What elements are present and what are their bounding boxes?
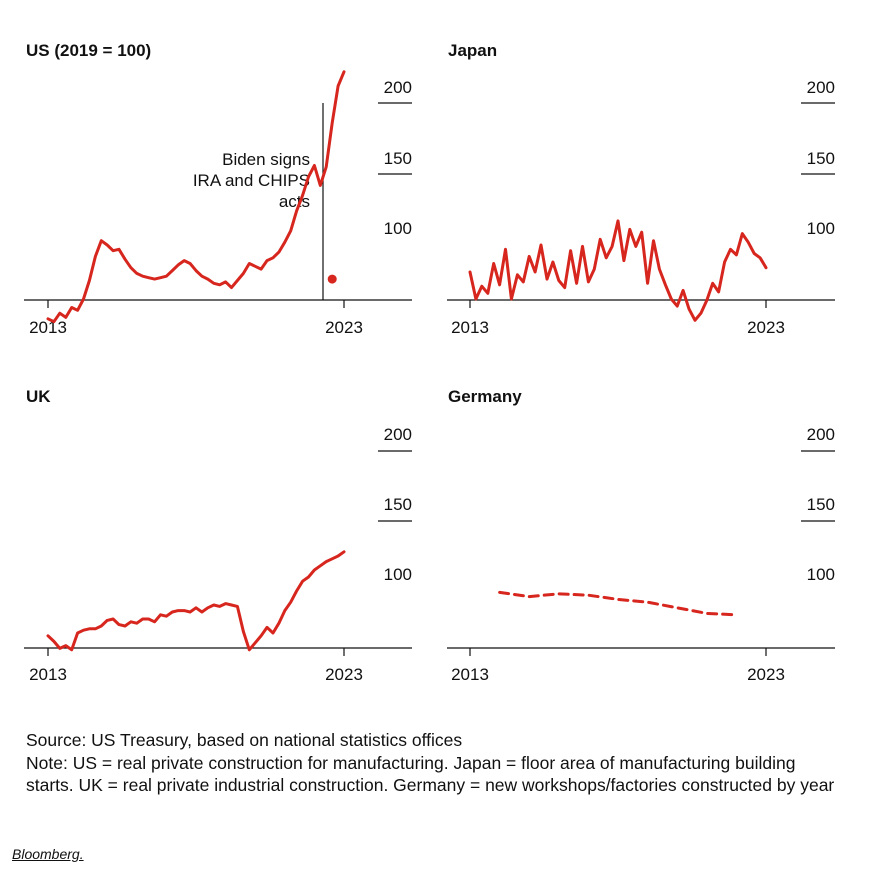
series-line-uk xyxy=(46,550,346,652)
y-tick-200-us: 200 xyxy=(384,78,412,97)
panel-us: US (2019 = 100) 200 150 100 2013 2023 Bi… xyxy=(24,41,412,337)
x-tick-2023-germany: 2023 xyxy=(747,665,785,684)
series-line-us xyxy=(46,70,346,324)
x-tick-2023-us: 2023 xyxy=(325,318,363,337)
panel-uk: UK 200 150 100 2013 2023 xyxy=(24,387,412,684)
series-line-germany xyxy=(498,590,738,617)
chart-grid: US (2019 = 100) 200 150 100 2013 2023 Bi… xyxy=(24,41,835,684)
panel-title-uk: UK xyxy=(26,387,51,406)
panel-title-us: US (2019 = 100) xyxy=(26,41,151,60)
annotation-line-2: IRA and CHIPS xyxy=(193,171,310,190)
annotation-line-3: acts xyxy=(279,192,310,211)
y-tick-100-uk: 100 xyxy=(384,565,412,584)
panel-title-japan: Japan xyxy=(448,41,497,60)
series-line-japan xyxy=(468,219,768,322)
panel-germany: Germany 200 150 100 2013 2023 xyxy=(447,387,835,684)
annotation-marker-us xyxy=(327,274,337,284)
x-tick-2013-japan: 2013 xyxy=(451,318,489,337)
annotation-line-1: Biden signs xyxy=(222,150,310,169)
y-tick-150-uk: 150 xyxy=(384,495,412,514)
y-tick-150-us: 150 xyxy=(384,149,412,168)
y-tick-150-germany: 150 xyxy=(807,495,835,514)
x-tick-2023-japan: 2023 xyxy=(747,318,785,337)
x-tick-2013-uk: 2013 xyxy=(29,665,67,684)
source-text: Source: US Treasury, based on national s… xyxy=(26,730,463,750)
y-tick-200-japan: 200 xyxy=(807,78,835,97)
y-tick-150-japan: 150 xyxy=(807,149,835,168)
y-tick-200-uk: 200 xyxy=(384,425,412,444)
bloomberg-logo: Bloomberg. xyxy=(12,846,84,862)
y-tick-200-germany: 200 xyxy=(807,425,835,444)
y-tick-100-japan: 100 xyxy=(807,219,835,238)
y-tick-100-us: 100 xyxy=(384,219,412,238)
x-tick-2023-uk: 2023 xyxy=(325,665,363,684)
x-tick-2013-us: 2013 xyxy=(29,318,67,337)
panel-japan: Japan 200 150 100 2013 2023 xyxy=(447,41,835,337)
note-text: Note: US = real private construction for… xyxy=(26,752,835,796)
footer-notes: Source: US Treasury, based on national s… xyxy=(26,729,846,797)
panel-title-germany: Germany xyxy=(448,387,522,406)
y-tick-100-germany: 100 xyxy=(807,565,835,584)
x-tick-2013-germany: 2013 xyxy=(451,665,489,684)
